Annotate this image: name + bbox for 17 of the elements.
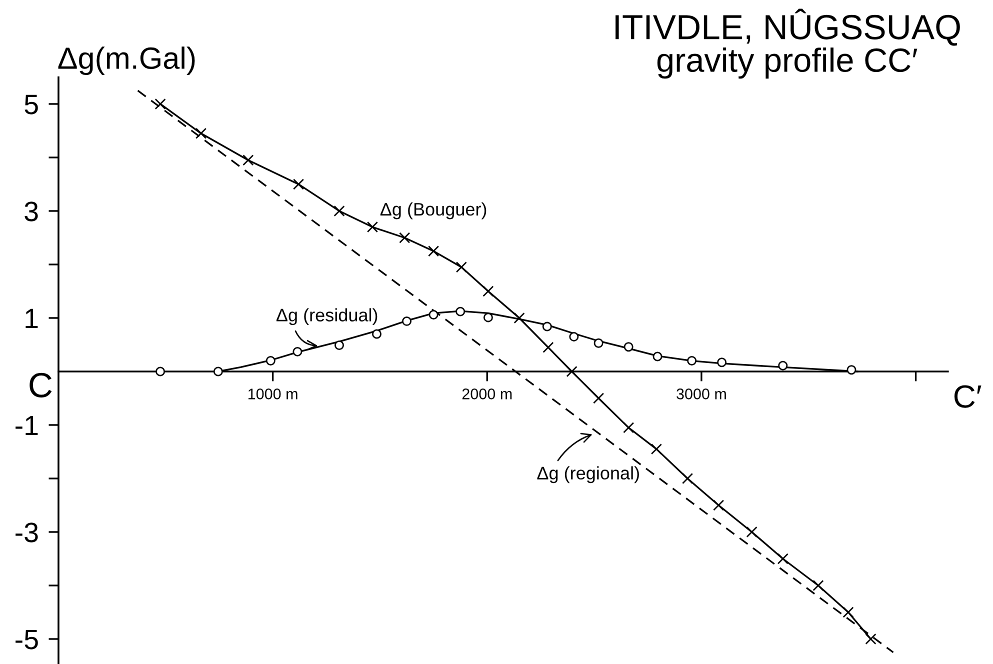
y-tick-label: -3: [16, 522, 38, 542]
chart-title: ITIVDLE, NÛGSSUAQ: [616, 8, 960, 46]
y-axis-title: Δg(m.Gal): [58, 46, 195, 76]
text: C: [30, 372, 52, 398]
annotation: Δg (residual): [276, 308, 378, 326]
x-tick-label: 1000 m: [248, 388, 298, 400]
annotation: Δg (Bouguer): [380, 202, 486, 220]
y-tick-label: 1: [26, 308, 38, 328]
y-tick-label: 5: [24, 94, 38, 114]
y-tick-label: 3: [24, 202, 38, 222]
annotation: Δg (regional): [537, 466, 639, 484]
x-tick-label: 2000 m: [462, 388, 512, 400]
chart-subtitle: gravity profile CC′: [657, 48, 918, 79]
text: C′: [954, 385, 982, 408]
y-tick-label: -5: [16, 630, 38, 650]
y-tick-label: -1: [16, 416, 38, 436]
x-tick-label: 3000 m: [676, 388, 726, 400]
